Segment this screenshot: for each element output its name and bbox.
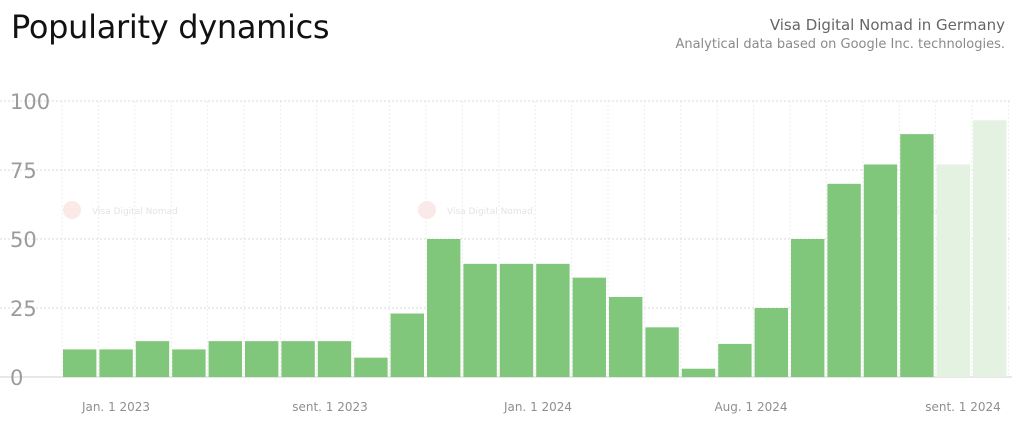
watermark-logo-icon [63,201,81,219]
x-tick-label: Jan. 1 2023 [81,400,150,414]
bar [245,341,279,377]
bar [390,313,424,377]
bar [135,341,170,377]
x-tick-label: sent. 1 2023 [292,400,368,414]
bar [681,368,716,377]
watermark-text: Visa Digital Nomad [92,207,178,217]
page-title: Popularity dynamics [11,8,330,46]
bar [645,327,679,377]
bar [900,134,934,377]
bar [572,277,606,377]
watermark-text: Visa Digital Nomad [447,207,533,217]
bars [63,120,1007,377]
bar [536,263,570,377]
bar-forecast [973,120,1007,377]
bar [718,343,752,377]
watermark: Visa Digital Nomad [63,201,178,219]
bar [499,263,534,377]
y-tick-label: 100 [10,90,50,114]
chart-source-note: Analytical data based on Google Inc. tec… [675,37,1005,52]
y-tick-label: 75 [10,159,37,183]
x-tick-label: Aug. 1 2024 [714,400,787,414]
x-tick-label: sent. 1 2024 [925,400,1001,414]
bar [427,239,461,377]
x-axis-ticks: Jan. 1 2023 sent. 1 2023 Jan. 1 2024 Aug. 1… [81,400,1001,414]
bar [99,349,133,377]
bar [172,349,206,377]
gridlines [0,100,1012,378]
bar [354,357,388,377]
watermark: Visa Digital Nomad [418,201,533,219]
bar [281,341,315,377]
bar [463,263,497,377]
watermark-logo-icon [418,201,436,219]
bar [609,296,643,377]
x-tick-label: Jan. 1 2024 [503,400,572,414]
chart-subtitle: Visa Digital Nomad in Germany [769,16,1005,34]
bar [863,164,898,377]
bar-forecast [936,164,970,377]
bar [208,341,242,377]
y-tick-label: 50 [10,228,37,252]
y-tick-label: 25 [10,297,37,321]
y-tick-label: 0 [10,366,23,390]
bar [827,183,861,377]
bar [317,341,352,377]
y-axis-ticks: 0 25 50 75 100 [10,90,50,390]
bar [63,349,97,377]
bar [791,239,825,377]
bar [754,308,788,377]
